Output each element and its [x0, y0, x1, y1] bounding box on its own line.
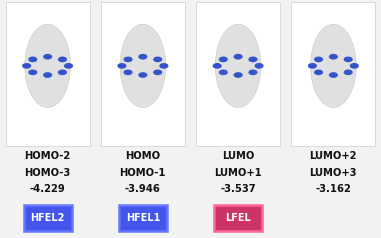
Text: -3.162: -3.162	[315, 184, 351, 194]
Circle shape	[123, 57, 133, 62]
Circle shape	[255, 63, 264, 69]
Ellipse shape	[215, 24, 261, 108]
Circle shape	[314, 69, 323, 75]
Circle shape	[308, 63, 317, 69]
FancyBboxPatch shape	[196, 2, 280, 146]
Text: HOMO-1: HOMO-1	[120, 168, 166, 178]
Text: HFEL1: HFEL1	[126, 213, 160, 223]
Text: -3.537: -3.537	[220, 184, 256, 194]
FancyBboxPatch shape	[119, 205, 167, 231]
Circle shape	[117, 63, 126, 69]
Text: HOMO: HOMO	[125, 151, 160, 161]
Circle shape	[350, 63, 359, 69]
Circle shape	[248, 69, 258, 75]
Circle shape	[344, 57, 353, 62]
FancyBboxPatch shape	[101, 2, 185, 146]
Circle shape	[64, 63, 73, 69]
Circle shape	[22, 63, 31, 69]
Text: HOMO-3: HOMO-3	[24, 168, 71, 178]
Text: LUMO+1: LUMO+1	[214, 168, 262, 178]
Text: -3.946: -3.946	[125, 184, 161, 194]
Circle shape	[58, 69, 67, 75]
FancyBboxPatch shape	[24, 205, 72, 231]
Circle shape	[43, 72, 52, 78]
Circle shape	[329, 72, 338, 78]
Text: LFEL: LFEL	[225, 213, 251, 223]
Circle shape	[234, 72, 243, 78]
FancyBboxPatch shape	[6, 2, 90, 146]
Circle shape	[28, 69, 37, 75]
Circle shape	[138, 54, 147, 60]
FancyBboxPatch shape	[291, 2, 375, 146]
Circle shape	[329, 54, 338, 60]
Circle shape	[43, 54, 52, 60]
Circle shape	[28, 57, 37, 62]
Circle shape	[159, 63, 168, 69]
Ellipse shape	[311, 24, 356, 108]
Circle shape	[248, 57, 258, 62]
Text: HFEL2: HFEL2	[30, 213, 65, 223]
Circle shape	[219, 69, 228, 75]
Circle shape	[219, 57, 228, 62]
Circle shape	[234, 54, 243, 60]
FancyBboxPatch shape	[214, 205, 262, 231]
Circle shape	[344, 69, 353, 75]
Text: HOMO-2: HOMO-2	[24, 151, 71, 161]
Circle shape	[314, 57, 323, 62]
Circle shape	[58, 57, 67, 62]
Ellipse shape	[25, 24, 70, 108]
Circle shape	[213, 63, 222, 69]
Text: LUMO: LUMO	[222, 151, 254, 161]
Circle shape	[123, 69, 133, 75]
Text: LUMO+3: LUMO+3	[310, 168, 357, 178]
Circle shape	[138, 72, 147, 78]
Circle shape	[153, 57, 162, 62]
Circle shape	[153, 69, 162, 75]
Ellipse shape	[120, 24, 166, 108]
Text: LUMO+2: LUMO+2	[310, 151, 357, 161]
Text: -4.229: -4.229	[30, 184, 66, 194]
